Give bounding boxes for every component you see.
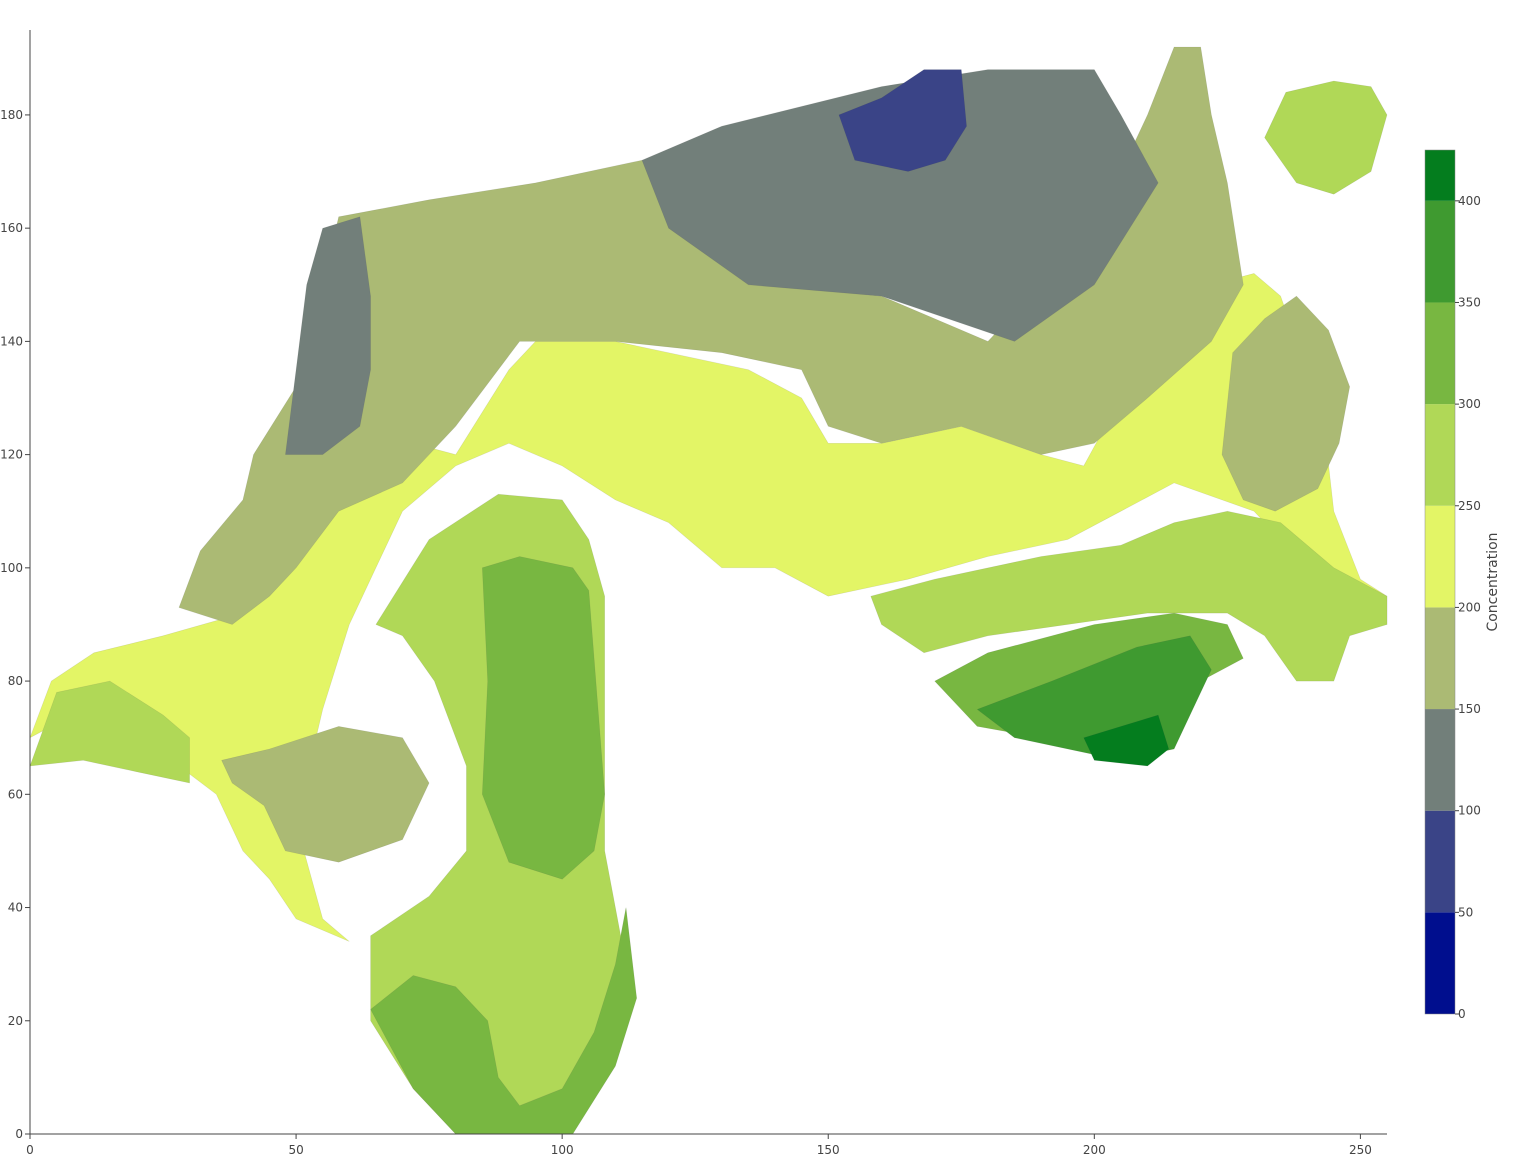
y-tick-label: 80 [8, 674, 23, 688]
colorbar-tick-label: 300 [1458, 397, 1481, 411]
x-tick-label: 150 [817, 1143, 840, 1157]
y-tick-label: 60 [8, 787, 23, 801]
colorbar-swatches [1424, 149, 1456, 1015]
y-tick-label: 100 [0, 561, 23, 575]
y-tick-label: 140 [0, 334, 23, 348]
colorbar-swatch-100 [1425, 709, 1455, 811]
y-tick-label: 160 [0, 221, 23, 235]
contour-region-400-15[interactable] [1083, 714, 1170, 767]
contour-region-150-3[interactable] [1221, 295, 1351, 512]
contour-region-250-9[interactable] [870, 510, 1388, 682]
x-tick-label: 100 [551, 1143, 574, 1157]
x-tick-label: 200 [1083, 1143, 1106, 1157]
colorbar-swatch-200 [1425, 505, 1455, 608]
colorbar-swatch-0 [1425, 912, 1455, 1014]
x-tick-label: 0 [26, 1143, 34, 1157]
colorbar-title: Concentration [1485, 532, 1501, 631]
colorbar-tick-label: 100 [1458, 804, 1481, 818]
contour-region-250-10[interactable] [1264, 80, 1388, 195]
colorbar: 0 50 100 150 200 250 300 350 400 Concentration [1424, 149, 1501, 1021]
colorbar-swatch-50 [1425, 810, 1455, 913]
colorbar-tick-label: 150 [1458, 702, 1481, 716]
colorbar-swatch-250 [1425, 404, 1455, 506]
colorbar-swatch-400 [1425, 150, 1455, 201]
colorbar-tick-label: 350 [1458, 295, 1481, 309]
y-axis: 0 20 40 60 80 100 120 140 160 180 [0, 30, 31, 1141]
x-tick-label: 250 [1349, 1143, 1372, 1157]
y-tick-label: 20 [8, 1014, 23, 1028]
colorbar-frame [1424, 149, 1456, 1015]
contour-region-150-2[interactable] [221, 726, 430, 863]
x-axis: 0 50 100 150 200 250 [26, 1133, 1387, 1157]
colorbar-tick-label: 0 [1458, 1007, 1466, 1021]
colorbar-tick-label: 50 [1458, 905, 1473, 919]
colorbar-swatch-300 [1425, 302, 1455, 405]
colorbar-ticks: 0 50 100 150 200 250 300 350 400 [1455, 194, 1481, 1021]
contour-region-250-7[interactable] [29, 680, 190, 784]
colorbar-tick-label: 250 [1458, 499, 1481, 513]
plot-area[interactable] [29, 46, 1388, 1135]
x-tick-label: 50 [288, 1143, 303, 1157]
contour-region-50-6[interactable] [838, 69, 967, 172]
y-tick-label: 120 [0, 448, 23, 462]
y-tick-label: 180 [0, 108, 23, 122]
colorbar-tick-label: 400 [1458, 194, 1481, 208]
colorbar-swatch-350 [1425, 200, 1455, 303]
y-tick-label: 40 [8, 901, 23, 915]
y-tick-label: 0 [15, 1127, 23, 1141]
colorbar-swatch-150 [1425, 607, 1455, 710]
contour-region-100-4[interactable] [285, 216, 371, 455]
contour-region-100-5[interactable] [641, 69, 1159, 342]
colorbar-tick-label: 200 [1458, 600, 1481, 614]
contour-region-300-11[interactable] [481, 556, 606, 880]
